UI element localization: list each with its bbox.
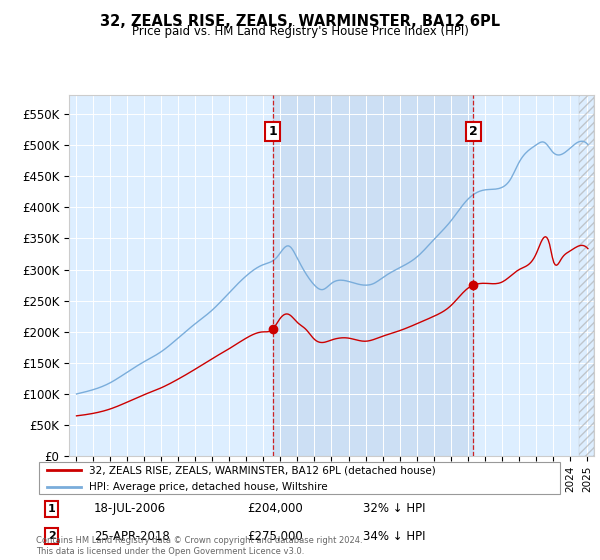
Text: 34% ↓ HPI: 34% ↓ HPI bbox=[364, 530, 426, 543]
Text: 25-APR-2018: 25-APR-2018 bbox=[94, 530, 170, 543]
Text: 32, ZEALS RISE, ZEALS, WARMINSTER, BA12 6PL: 32, ZEALS RISE, ZEALS, WARMINSTER, BA12 … bbox=[100, 14, 500, 29]
Text: 1: 1 bbox=[268, 125, 277, 138]
FancyBboxPatch shape bbox=[38, 462, 560, 494]
Text: 32% ↓ HPI: 32% ↓ HPI bbox=[364, 502, 426, 515]
Text: 1: 1 bbox=[48, 504, 56, 514]
Text: 2: 2 bbox=[469, 125, 478, 138]
Text: Price paid vs. HM Land Registry's House Price Index (HPI): Price paid vs. HM Land Registry's House … bbox=[131, 25, 469, 38]
Text: £275,000: £275,000 bbox=[247, 530, 303, 543]
Text: Contains HM Land Registry data © Crown copyright and database right 2024.
This d: Contains HM Land Registry data © Crown c… bbox=[36, 536, 362, 556]
Text: £204,000: £204,000 bbox=[247, 502, 303, 515]
Text: 2: 2 bbox=[48, 531, 56, 541]
Bar bbox=[578, 95, 594, 456]
Text: 32, ZEALS RISE, ZEALS, WARMINSTER, BA12 6PL (detached house): 32, ZEALS RISE, ZEALS, WARMINSTER, BA12 … bbox=[89, 465, 436, 475]
Text: HPI: Average price, detached house, Wiltshire: HPI: Average price, detached house, Wilt… bbox=[89, 482, 328, 492]
Bar bbox=[272, 95, 473, 456]
Text: 18-JUL-2006: 18-JUL-2006 bbox=[94, 502, 166, 515]
